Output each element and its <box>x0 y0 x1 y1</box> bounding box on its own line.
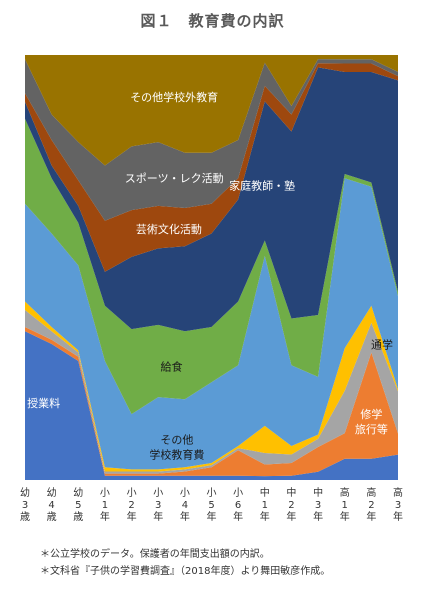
chart-title: 図１ 教育費の内訳 <box>140 12 285 30</box>
series-label: 修学 <box>360 407 382 421</box>
area-band-7 <box>25 67 398 332</box>
area-band-1 <box>25 331 398 480</box>
chart-notes: ＊公立学校のデータ。保護者の年間支出額の内訳。 ＊文科省『子供の学習費調査』（2… <box>40 546 330 580</box>
note-line: ＊文科省『子供の学習費調査』（2018年度）より舞田敏彦作成。 <box>40 566 331 577</box>
series-label: 学校教育費 <box>149 448 204 462</box>
series-label: 芸術文化活動 <box>136 222 202 236</box>
area-band-10 <box>25 55 398 166</box>
series-label: その他 <box>160 434 193 447</box>
series-label: 給食 <box>161 360 183 374</box>
series-label: 家庭教師・塾 <box>229 179 295 193</box>
note-line: ＊公立学校のデータ。保護者の年間支出額の内訳。 <box>40 549 270 560</box>
series-label: 旅行等 <box>355 422 388 436</box>
series-label: スポーツ・レク活動 <box>125 171 224 185</box>
series-label: その他学校外教育 <box>130 90 218 104</box>
area-band-6 <box>25 118 398 415</box>
area-band-5 <box>25 178 398 470</box>
area-band-8 <box>25 63 398 272</box>
area-band-9 <box>25 59 398 221</box>
series-label: 授業料 <box>27 396 60 410</box>
series-label: 通学 <box>371 338 393 352</box>
